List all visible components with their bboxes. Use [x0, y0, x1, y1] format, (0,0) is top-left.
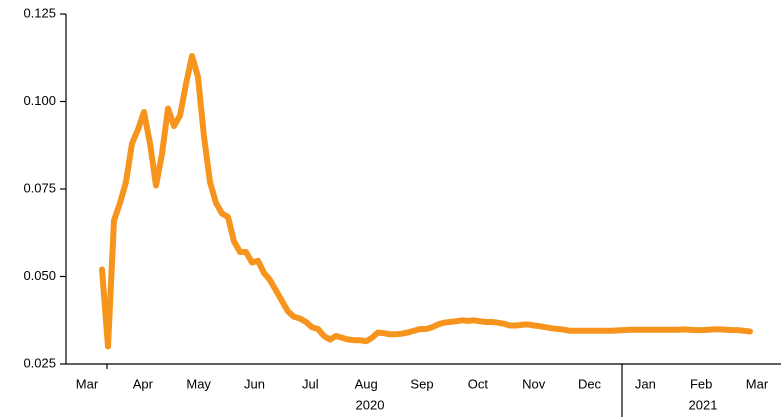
x-tick-label: May: [186, 376, 211, 391]
x-tick-label: Jul: [302, 376, 319, 391]
x-tick-label: Oct: [468, 376, 489, 391]
x-tick-label: Jan: [635, 376, 656, 391]
x-tick-label: Jun: [244, 376, 265, 391]
y-tick-label: 0.100: [23, 93, 56, 108]
x-tick-label: Aug: [355, 376, 378, 391]
x-tick-label: Mar: [76, 376, 99, 391]
y-tick-label: 0.125: [23, 5, 56, 20]
y-tick-label: 0.025: [23, 355, 56, 370]
x-tick-label: Sep: [410, 376, 433, 391]
year-label: 2021: [689, 397, 718, 412]
x-tick-label: Apr: [133, 376, 154, 391]
x-tick-label: Dec: [578, 376, 602, 391]
x-tick-label: Feb: [690, 376, 712, 391]
x-tick-label: Nov: [522, 376, 546, 391]
data-line: [99, 53, 753, 350]
y-tick-label: 0.075: [23, 180, 56, 195]
y-tick-label: 0.050: [23, 268, 56, 283]
year-label: 2020: [356, 397, 385, 412]
x-tick-label: Mar: [746, 376, 769, 391]
